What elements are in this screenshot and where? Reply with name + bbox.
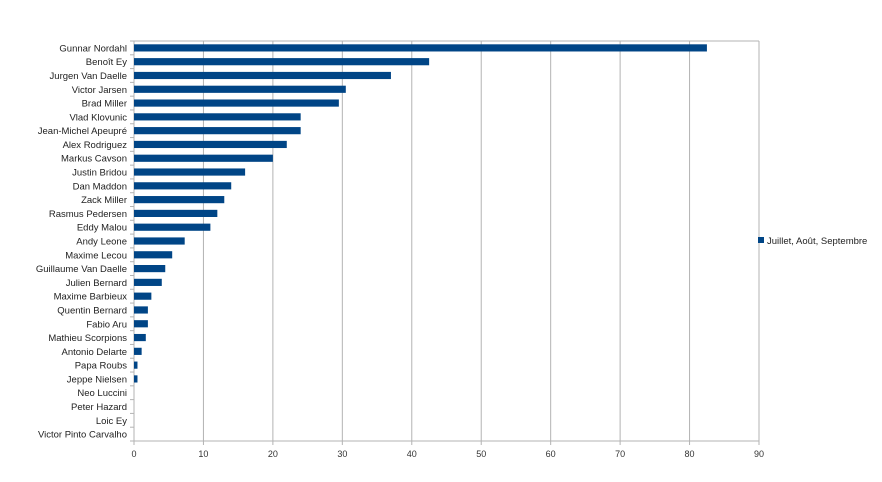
bar [134,278,162,286]
bar [134,58,430,66]
x-tick-label: 70 [615,449,625,459]
category-label: Mathieu Scorpions [48,333,127,344]
category-label: Vlad Klovunic [69,112,127,123]
bar [134,71,391,80]
bar [134,237,185,245]
category-label: Andy Leone [76,237,127,248]
category-label: Guillaume Van Daelle [36,264,127,275]
bars [134,44,707,383]
x-tick-label: 40 [407,449,417,459]
bar [134,168,246,176]
legend-label: Juillet, Août, Septembre [767,236,867,247]
x-tick-label: 0 [131,449,136,459]
bar [134,375,138,383]
category-label: Fabio Aru [86,319,127,330]
category-label: Eddy Malou [77,223,127,234]
category-label: Peter Hazard [71,402,127,413]
category-label: Neo Luccini [77,388,127,399]
category-label: Papa Roubs [75,361,128,372]
category-label: Benoît Ey [86,57,127,68]
bar [134,154,273,162]
bar [134,196,225,204]
bar [134,209,218,217]
bar [134,140,287,149]
bar [134,182,232,190]
category-label: Jurgen Van Daelle [50,71,127,82]
bar [134,113,301,121]
category-label: Rasmus Pedersen [49,209,127,220]
category-label: Maxime Barbieux [54,292,128,303]
x-tick-label: 80 [685,449,695,459]
category-label: Gunnar Nordahl [59,43,127,54]
category-label: Victor Jarsen [72,85,127,96]
legend: Juillet, Août, Septembre [758,236,867,247]
bar [134,44,707,52]
category-label: Jean-Michel Apeupré [38,126,127,137]
category-label: Julien Bernard [66,278,127,289]
x-tick-label: 60 [546,449,556,459]
category-labels: Gunnar Nordahl Benoît Ey Jurgen Van Daelle… [36,43,127,440]
x-tick-label: 30 [337,449,347,459]
legend-swatch [758,237,764,243]
bar [134,306,148,314]
x-tick-label: 50 [476,449,486,459]
x-tick-label: 20 [268,449,278,459]
category-label: Maxime Lecou [65,250,127,261]
category-label: Victor Pinto Carvalho [38,430,127,441]
bar [134,127,301,135]
bar [134,333,146,342]
category-label: Alex Rodriguez [63,140,128,151]
category-label: Jeppe Nielsen [67,374,127,385]
bar [134,361,138,369]
category-label: Zack Miller [81,195,127,206]
category-label: Markus Cavson [61,154,127,165]
category-label: Loic Ey [96,416,127,427]
bar [134,320,148,328]
bar [134,347,142,355]
x-tick-labels: 0 10 20 30 40 50 60 70 80 90 [131,449,764,459]
category-label: Quentin Bernard [57,305,127,316]
category-label: Dan Maddon [73,181,127,192]
category-label: Brad Miller [82,99,127,110]
bar [134,251,173,259]
bar [134,265,166,273]
x-tick-label: 10 [198,449,208,459]
category-label: Justin Bridou [72,168,127,179]
bar [134,99,339,107]
bar [134,223,211,231]
category-label: Antonio Delarte [62,347,127,358]
bar [134,85,346,93]
bar [134,292,152,300]
x-tick-label: 90 [754,449,764,459]
